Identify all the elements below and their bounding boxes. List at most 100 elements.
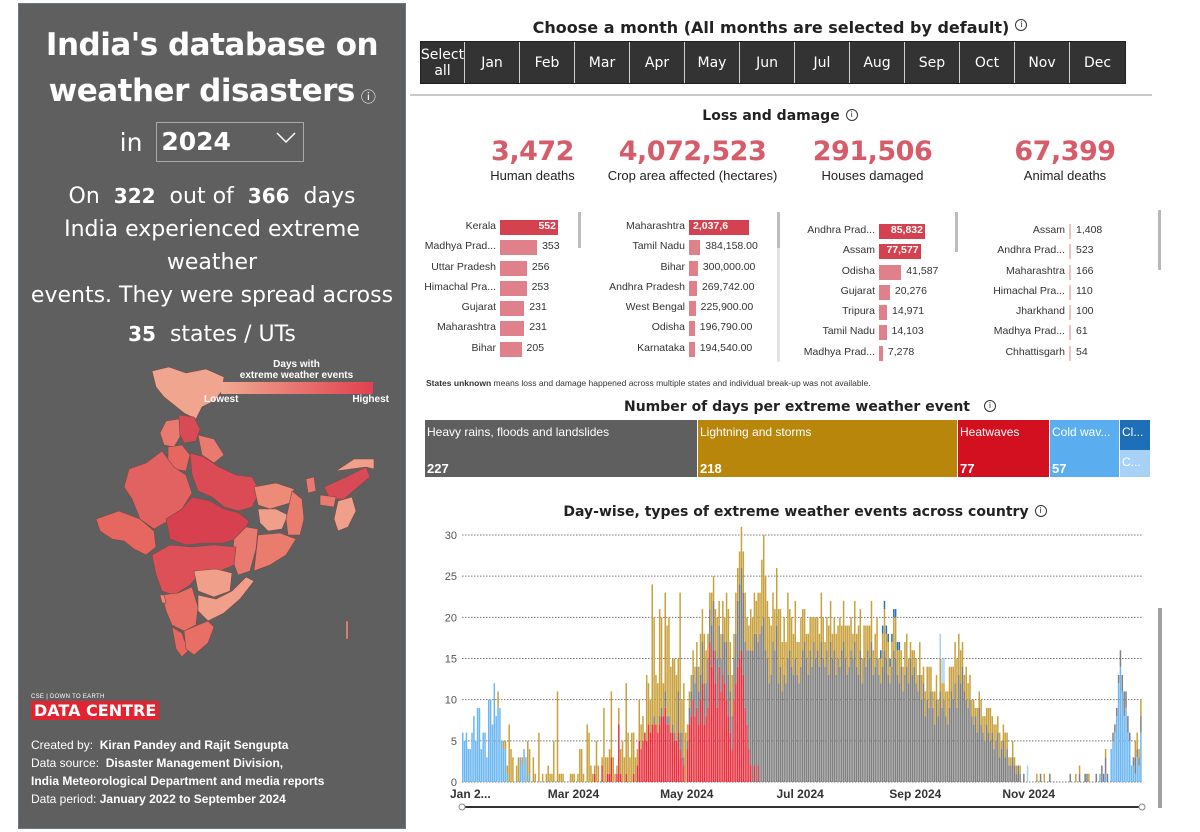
bar-lightning[interactable]: [909, 642, 912, 659]
bar-heavy-rain[interactable]: [703, 683, 706, 725]
bar-heatwave[interactable]: [736, 666, 739, 782]
bar-heavy-rain[interactable]: [681, 732, 683, 758]
bar-lightning[interactable]: [883, 609, 886, 651]
bar-heatwave[interactable]: [729, 732, 732, 782]
month-button-feb[interactable]: Feb: [520, 42, 575, 83]
bar-heatwave[interactable]: [681, 757, 683, 782]
bar-lightning[interactable]: [547, 765, 549, 782]
bar-lightning[interactable]: [1019, 765, 1021, 774]
map-state-tamil-nadu[interactable]: [183, 620, 215, 656]
bar-heavy-rain[interactable]: [1002, 740, 1005, 782]
bar-heatwave[interactable]: [610, 757, 613, 782]
bar-heavy-rain[interactable]: [1125, 691, 1127, 708]
bar-heavy-rain[interactable]: [1115, 707, 1118, 717]
bar-lightning[interactable]: [813, 617, 815, 643]
bar-lightning[interactable]: [870, 600, 873, 643]
bar-heavy-rain[interactable]: [677, 691, 680, 733]
bar-lightning[interactable]: [774, 609, 776, 651]
bar-lightning[interactable]: [913, 650, 915, 667]
bar-heavy-rain[interactable]: [753, 633, 756, 766]
bar-lightning[interactable]: [631, 732, 633, 782]
bar-lightning[interactable]: [1140, 699, 1142, 717]
bar-lightning[interactable]: [826, 617, 828, 651]
bar-cold-wave[interactable]: [486, 757, 488, 782]
bar-lightning[interactable]: [638, 699, 640, 741]
map-state-telangana[interactable]: [193, 568, 233, 598]
bar-heavy-rain[interactable]: [653, 716, 655, 725]
map-state-northeast-south[interactable]: [333, 496, 357, 532]
bar-heavy-rain[interactable]: [770, 674, 772, 782]
bar-lightning[interactable]: [653, 617, 655, 717]
bar-heavy-rain[interactable]: [744, 642, 746, 708]
bar-lightning[interactable]: [935, 674, 938, 700]
bar-heavy-rain[interactable]: [658, 716, 661, 725]
bar-heavy-rain[interactable]: [865, 666, 867, 782]
bar-lightning[interactable]: [592, 773, 594, 782]
bar-heavy-rain[interactable]: [759, 633, 761, 782]
bar-lightning[interactable]: [809, 617, 811, 651]
bar-heatwave[interactable]: [709, 642, 711, 782]
bar-heatwave[interactable]: [593, 773, 596, 782]
bar-heavy-rain[interactable]: [781, 691, 784, 782]
bar-heavy-rain[interactable]: [989, 740, 992, 782]
bar-heavy-rain[interactable]: [928, 707, 930, 782]
bar-cold-wave[interactable]: [1123, 716, 1125, 782]
bar-cold-wave[interactable]: [488, 699, 490, 782]
treemap-tile[interactable]: Cold wav... 57: [1050, 420, 1120, 477]
bar-lightning[interactable]: [777, 609, 780, 684]
bar-lightning[interactable]: [1006, 732, 1008, 750]
bar-heavy-rain[interactable]: [683, 757, 685, 766]
bar-heavy-rain[interactable]: [922, 683, 925, 782]
bar-lightning[interactable]: [842, 600, 845, 643]
bar-other[interactable]: [891, 633, 893, 643]
bar-heavy-rain[interactable]: [1140, 716, 1142, 733]
bar-heavy-rain[interactable]: [924, 716, 927, 782]
bar-lightning[interactable]: [924, 691, 927, 717]
info-icon[interactable]: i: [1034, 505, 1047, 517]
scrollbar-houses[interactable]: [955, 212, 958, 252]
bar-heavy-rain[interactable]: [978, 707, 980, 782]
bar-lightning[interactable]: [766, 600, 769, 659]
bar-heavy-rain[interactable]: [738, 584, 741, 659]
bar-lightning[interactable]: [718, 600, 720, 626]
bar-heavy-rain[interactable]: [837, 658, 839, 783]
bar-heavy-rain[interactable]: [841, 650, 843, 782]
bar-heavy-rain[interactable]: [790, 666, 793, 782]
bar-lightning[interactable]: [677, 658, 680, 692]
month-button-may[interactable]: May: [685, 42, 740, 83]
bar-lightning[interactable]: [744, 592, 746, 643]
bar-cold-wave[interactable]: [462, 732, 464, 782]
bar-heatwave[interactable]: [675, 740, 678, 782]
bar-lightning[interactable]: [1036, 773, 1038, 782]
bar-cold-wave[interactable]: [1112, 740, 1114, 782]
bar-heavy-rain[interactable]: [723, 642, 726, 684]
bar-lightning[interactable]: [569, 773, 572, 782]
bar-heavy-rain[interactable]: [796, 674, 798, 782]
bar-heatwave[interactable]: [647, 724, 650, 782]
bar-heavy-rain[interactable]: [844, 658, 847, 783]
bar-lightning[interactable]: [612, 757, 614, 782]
bar-heavy-rain[interactable]: [855, 666, 858, 782]
bar-heavy-rain[interactable]: [1019, 773, 1021, 782]
bar-cold-wave[interactable]: [469, 749, 471, 782]
bar-heavy-rain[interactable]: [798, 683, 800, 782]
bar-lightning[interactable]: [551, 773, 553, 782]
bar-lightning[interactable]: [829, 600, 832, 643]
bar-heavy-rain[interactable]: [707, 658, 709, 708]
bar-lightning[interactable]: [506, 765, 509, 774]
bar-heavy-rain[interactable]: [751, 650, 754, 782]
bar-heavy-rain[interactable]: [867, 650, 869, 782]
bar-cold-wave[interactable]: [1136, 757, 1138, 782]
map-state-goa[interactable]: [159, 594, 167, 604]
bar-lightning[interactable]: [729, 642, 732, 692]
map-state-karnataka[interactable]: [161, 586, 199, 632]
bar-heavy-rain[interactable]: [805, 658, 808, 783]
bar-lightning[interactable]: [710, 592, 713, 626]
bar-lightning[interactable]: [751, 617, 754, 651]
bar-lightning[interactable]: [872, 650, 875, 675]
bar-lightning[interactable]: [969, 674, 971, 700]
bar-heavy-rain[interactable]: [935, 699, 938, 782]
bar-lightning[interactable]: [859, 609, 862, 651]
month-button-oct[interactable]: Oct: [960, 42, 1015, 83]
bar-heatwave[interactable]: [688, 724, 691, 782]
